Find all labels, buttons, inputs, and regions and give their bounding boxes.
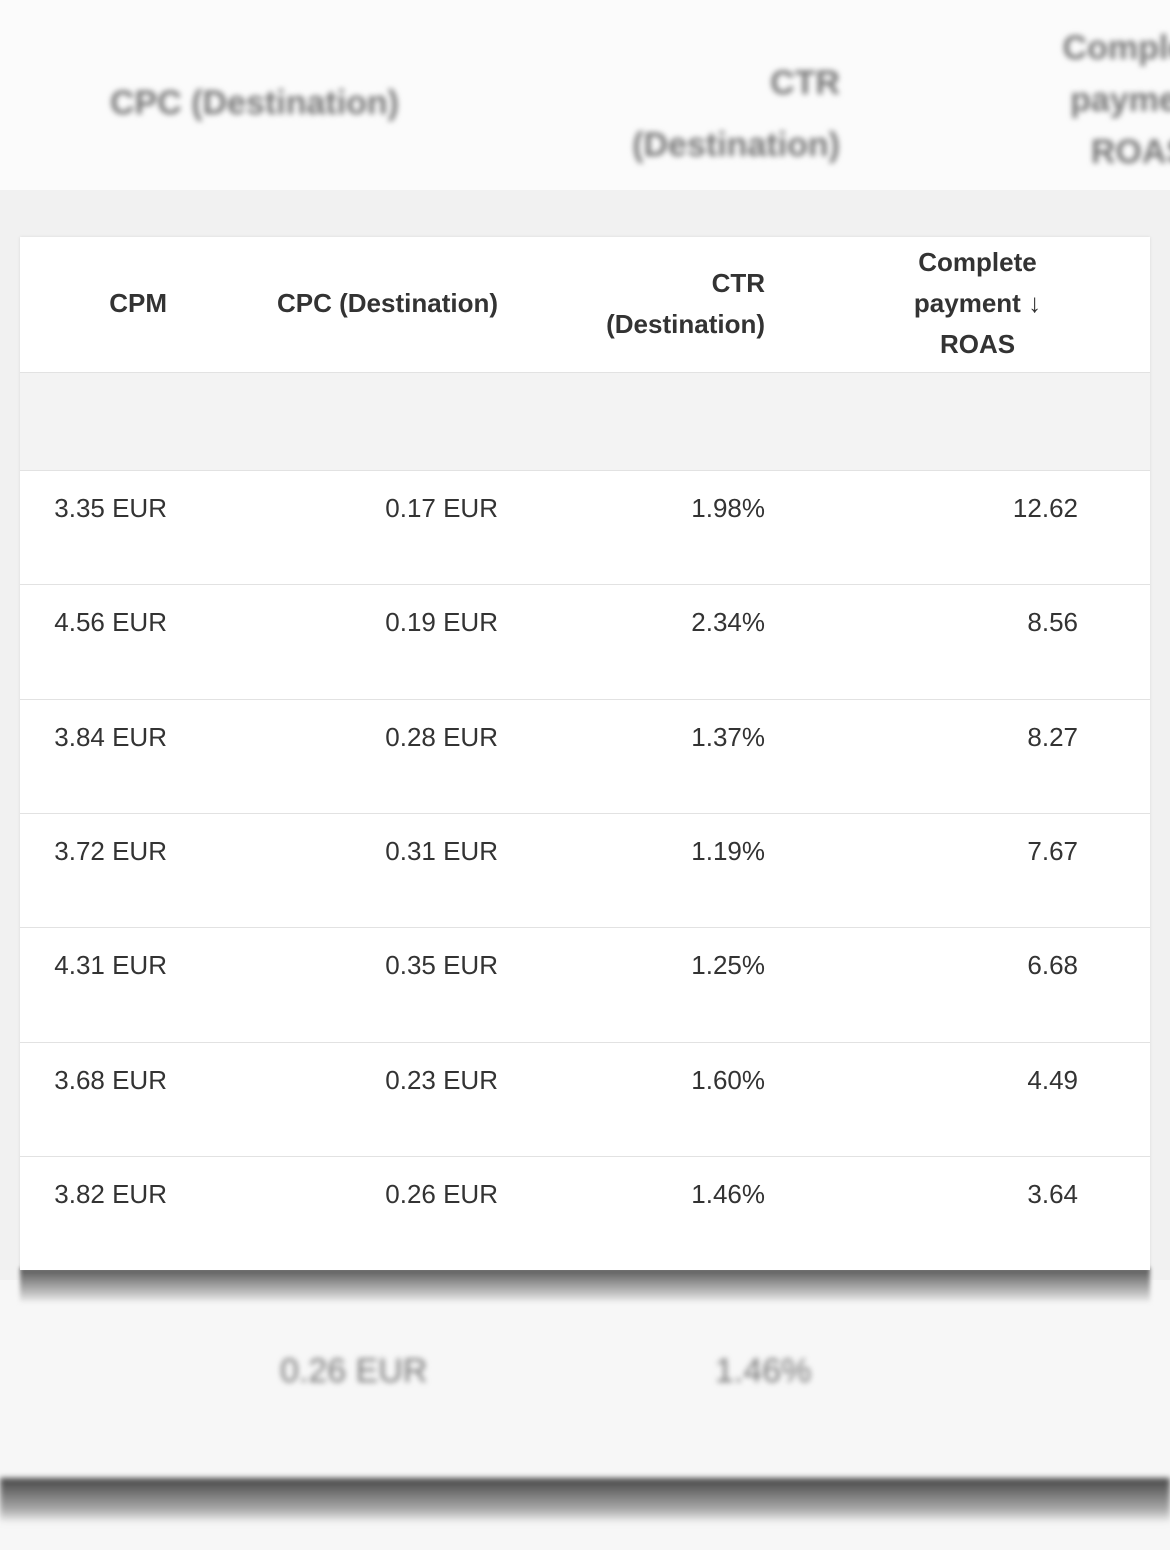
blurred-footer: 1.46% [715,1352,812,1390]
table-cell: 8.56 [1027,607,1078,638]
table-cell: 1.60% [691,1064,765,1095]
table-cell: 6.68 [1027,950,1078,981]
table-cell: 7.67 [1027,835,1078,866]
table-cell: 0.19 EUR [385,607,498,638]
table-cell: 4.56 EUR [54,607,167,638]
table-cell: 12.62 [1012,493,1078,523]
table-row: 3.35 EUR 0.17 EUR 1.98% 12.62 [20,470,1150,585]
table-cell: 0.35 EUR [385,950,498,981]
table-cell: 0.23 EUR [385,1064,498,1095]
table-cell: 4.31 EUR [54,950,167,981]
table-cell: 3.82 EUR [54,1178,167,1209]
table-row: 4.56 EUR 0.19 EUR 2.34% 8.56 [20,584,1150,699]
blurred-header: CTR (Destination) [632,64,840,164]
column-header[interactable]: CTR (Destination) [606,268,765,339]
table-cell: 3.72 EUR [54,835,167,866]
blurred-header: CPC (Destination) [110,84,399,122]
column-header[interactable]: CPM [109,288,167,318]
table-cell: 2.34% [691,607,765,638]
column-header[interactable]: Complete payment ↓ ROAS [913,247,1042,359]
table-row: 3.82 EUR 0.26 EUR 1.46% 3.64 [20,1155,1150,1271]
shadow [20,1268,1150,1302]
table-cell: 3.68 EUR [54,1064,167,1095]
table-cell: 3.84 EUR [54,721,167,752]
table-cell: 1.37% [691,721,765,752]
table-row: 3.84 EUR 0.28 EUR 1.37% 8.27 [20,698,1150,814]
shadow [0,1478,1170,1523]
table: CPM CPC (Destination) CTR (Destination) Com… [20,237,1150,1270]
table-row: 3.68 EUR 0.23 EUR 1.60% 4.49 [20,1041,1150,1157]
background-header [0,0,1170,190]
table-cell: 0.28 EUR [385,721,498,752]
table-cell: 0.17 EUR [385,493,498,523]
table-cell: 4.49 [1027,1064,1078,1095]
table-cell: 1.46% [691,1178,765,1209]
table-cell: 8.27 [1027,721,1078,752]
table-cell: 0.26 EUR [385,1178,498,1209]
table-row: 3.72 EUR 0.31 EUR 1.19% 7.67 [20,812,1150,928]
table-cell: 0.31 EUR [385,835,498,866]
table-cell: 1.98% [691,493,765,523]
blurred-header: Complete payment ROAS [1062,29,1170,171]
column-header[interactable]: CPC (Destination) [277,288,498,318]
table-row: 4.31 EUR 0.35 EUR 1.25% 6.68 [20,927,1150,1042]
table-cell: 1.19% [691,835,765,866]
table-cell: 3.35 EUR [54,493,167,523]
table-cell: 1.25% [691,950,765,981]
blurred-footer: 0.26 EUR [280,1352,428,1390]
table-cell: 3.64 [1027,1178,1078,1209]
summary-row [20,372,1150,471]
